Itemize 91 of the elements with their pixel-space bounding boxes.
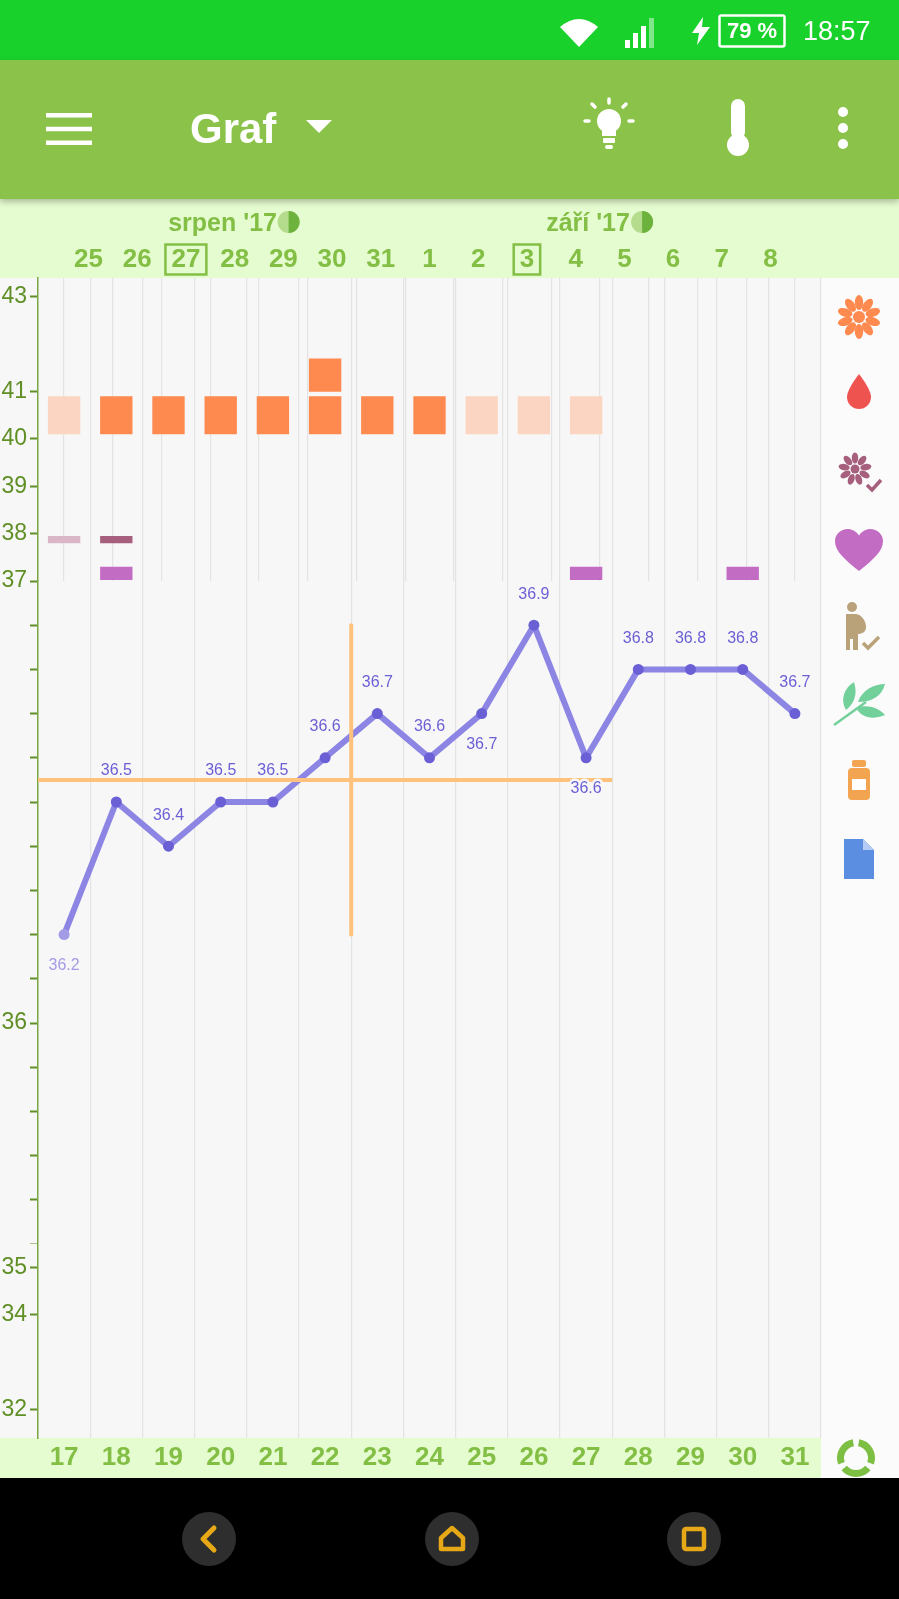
data-label: 36.5 <box>257 761 289 779</box>
point <box>424 752 435 764</box>
x-tick-label: 21 <box>258 1440 288 1471</box>
x-tick-label: 28 <box>623 1440 653 1471</box>
data-label: 36.6 <box>309 717 341 735</box>
x2-tick-label: 25 <box>74 242 103 273</box>
point <box>737 663 749 675</box>
x2-tick-label: 1 <box>422 242 437 273</box>
y-tick-label: 34 <box>1 1300 28 1327</box>
x-tick-label: 23 <box>362 1440 392 1471</box>
point <box>319 752 331 764</box>
data-label: 36.7 <box>466 735 498 753</box>
y-tick-label: 37 <box>1 566 27 593</box>
x2-tick-label: 31 <box>366 242 396 273</box>
y-tick-label: 41 <box>1 376 27 403</box>
x2-tick-label: 2 <box>470 242 486 273</box>
point <box>371 708 383 720</box>
bar <box>726 566 759 581</box>
x-tick-label: 29 <box>676 1440 705 1471</box>
point <box>528 619 540 631</box>
point <box>580 752 592 764</box>
x-tick-label: 19 <box>154 1440 183 1471</box>
x2-tick-label: 4 <box>568 242 584 273</box>
y-tick-label: 35 <box>1 1253 27 1279</box>
x2-tick-label: 7 <box>714 242 730 273</box>
data-label: 36.7 <box>361 673 393 691</box>
bar <box>47 536 81 544</box>
chart-title: Graf <box>190 104 277 154</box>
x2-tick-label: 27 <box>171 242 201 273</box>
bar <box>47 396 81 435</box>
bar <box>100 396 133 435</box>
data-label: 36.2 <box>48 956 80 974</box>
data-label: 36.4 <box>152 805 185 823</box>
bar <box>100 566 133 581</box>
bar <box>152 396 185 435</box>
data-label: 36.7 <box>779 673 811 691</box>
x-tick-label: 24 <box>415 1440 445 1471</box>
x2-tick-label: 5 <box>617 242 632 273</box>
x-tick-label: 22 <box>310 1440 340 1471</box>
bar <box>308 396 342 435</box>
x-tick-label: 31 <box>780 1440 810 1471</box>
point <box>685 663 696 675</box>
y-tick-label: 40 <box>1 424 27 451</box>
bar <box>517 396 551 435</box>
bar <box>100 536 133 544</box>
text: září '17 <box>546 207 630 237</box>
y-tick-label: 36 <box>1 1008 27 1035</box>
text: 18:57 <box>803 15 871 48</box>
point <box>267 796 279 808</box>
y-tick-label: 32 <box>1 1394 27 1421</box>
data-label: 36.8 <box>674 628 707 646</box>
bar <box>204 396 237 435</box>
data-label: 36.5 <box>205 761 237 779</box>
point <box>163 840 174 852</box>
x2-tick-label: 6 <box>665 242 681 273</box>
x-tick-label: 18 <box>101 1440 131 1471</box>
bar <box>465 396 498 435</box>
y-tick-label: 39 <box>1 471 27 498</box>
x2-tick-label: 26 <box>122 242 152 273</box>
x-tick-label: 30 <box>728 1440 758 1471</box>
x-tick-label: 26 <box>519 1440 549 1471</box>
text: srpen '17 <box>168 207 277 237</box>
bar <box>308 358 342 392</box>
bar <box>256 396 290 435</box>
data-label: 36.8 <box>727 628 759 646</box>
x-tick-label: 27 <box>571 1440 601 1471</box>
bar <box>569 566 603 581</box>
x2-tick-label: 29 <box>268 242 298 273</box>
x2-tick-label: 28 <box>220 242 250 273</box>
x2-tick-label: 3 <box>519 242 535 273</box>
data-label: 36.6 <box>413 717 446 735</box>
x-tick-label: 20 <box>206 1440 236 1471</box>
bar <box>413 396 446 435</box>
point <box>215 796 227 808</box>
y-tick-label: 38 <box>1 519 27 545</box>
point <box>632 663 644 675</box>
data-label: 36.5 <box>100 761 132 779</box>
point <box>476 708 488 720</box>
x2-tick-label: 8 <box>763 242 778 273</box>
point <box>789 708 801 720</box>
x-tick-label: 17 <box>49 1440 79 1471</box>
data-label: 36.6 <box>570 779 602 797</box>
y-tick-label: 43 <box>1 282 27 309</box>
bar <box>569 396 603 435</box>
bar <box>361 396 394 435</box>
point <box>58 929 70 941</box>
x-tick-label: 25 <box>467 1440 497 1471</box>
data-label: 36.8 <box>622 628 654 646</box>
point <box>110 796 122 808</box>
x2-tick-label: 30 <box>317 242 347 273</box>
data-label: 36.9 <box>518 584 550 602</box>
